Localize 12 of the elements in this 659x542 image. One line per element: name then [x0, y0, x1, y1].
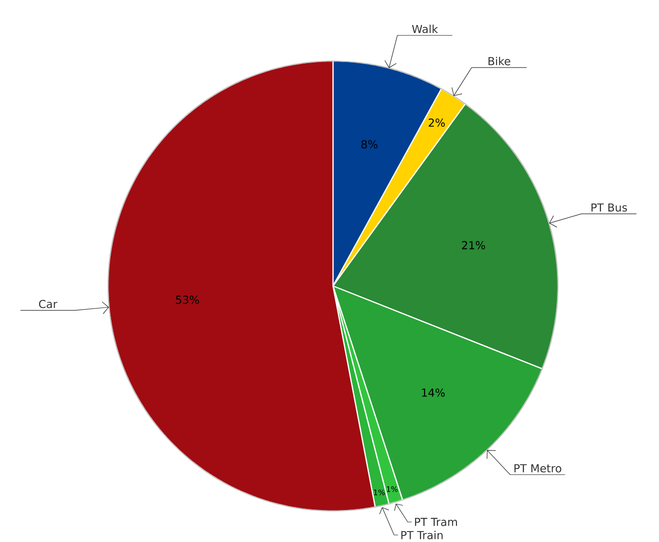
slice-label: Walk [412, 24, 438, 34]
slice-label: PT Train [401, 530, 443, 540]
slice-label: PT Bus [592, 203, 627, 212]
slice-label: Car [39, 300, 58, 308]
data-label: 53% [176, 296, 200, 304]
data-label: 14% [422, 388, 445, 397]
data-label: 8% [361, 140, 378, 148]
slice-label: PT Metro [514, 464, 562, 472]
data-label: 2% [428, 118, 445, 127]
slice-label: Bike [488, 56, 510, 66]
data-label: 21% [462, 241, 486, 250]
slice-label: PT Tram [415, 518, 457, 526]
